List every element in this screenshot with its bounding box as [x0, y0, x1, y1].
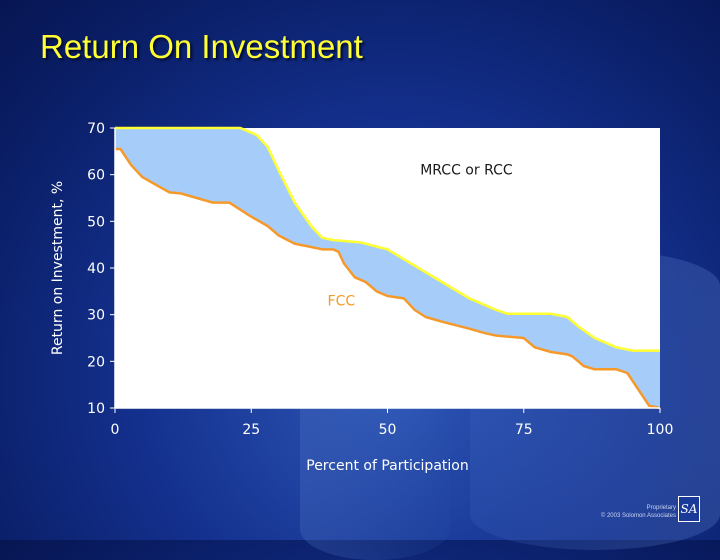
y-tick-label: 30: [87, 308, 105, 324]
y-tick-label: 20: [87, 354, 105, 370]
upper-boundary-line: [115, 126, 660, 352]
x-tick-label: 75: [515, 422, 533, 438]
x-tick-label: 25: [242, 422, 260, 438]
proprietary-text: Proprietary: [646, 505, 676, 511]
series-label-fcc: FCC: [328, 293, 356, 309]
y-tick-label: 10: [87, 401, 105, 417]
logo-text: SA: [680, 502, 698, 516]
solomon-logo: SA: [678, 496, 700, 522]
roi-area-chart: 10 20 30 40 50 60 70 0 25 50 75 100 Percent of Part…: [50, 121, 674, 474]
y-axis-title: Return on Investment, %: [50, 181, 66, 355]
y-tick-label: 70: [87, 121, 105, 137]
y-tick-label: 40: [87, 261, 105, 277]
x-tick-label: 0: [111, 422, 120, 438]
copyright-text: © 2003 Solomon Associates: [600, 513, 676, 519]
y-tick-label: 60: [87, 168, 105, 184]
x-axis-title: Percent of Participation: [306, 458, 468, 474]
page-title: Return On Investment: [40, 28, 363, 65]
lower-boundary-line: [115, 147, 661, 410]
series-label-mrcc: MRCC or RCC: [420, 163, 513, 179]
y-tick-label: 50: [87, 214, 105, 230]
x-tick-label: 100: [647, 422, 674, 438]
footer-note: Proprietary © 2003 Solomon Associates: [601, 504, 676, 520]
x-tick-label: 50: [379, 422, 397, 438]
